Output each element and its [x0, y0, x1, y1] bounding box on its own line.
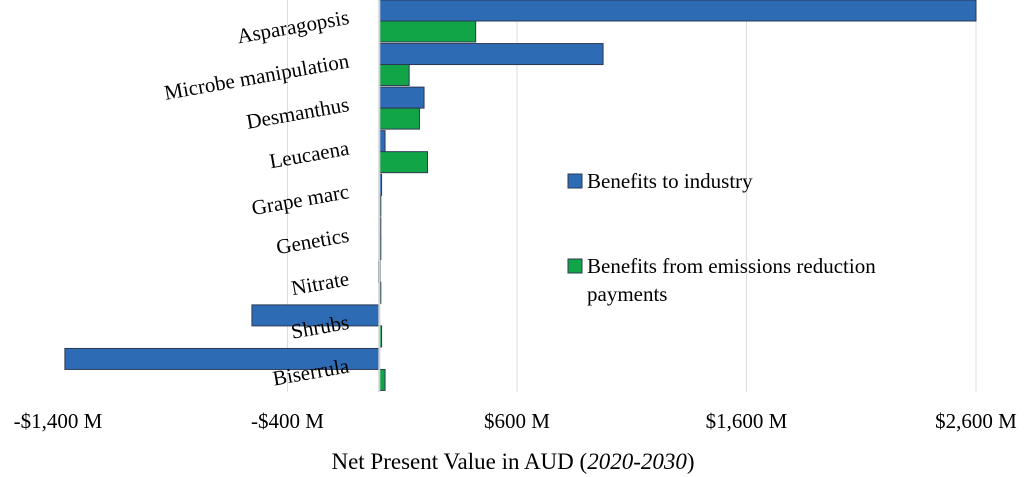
legend-label: Benefits from emissions reduction: [587, 254, 876, 278]
legend-label: payments: [587, 282, 667, 306]
category-label: Asparagopsis: [235, 5, 351, 48]
category-label: Grape marc: [250, 179, 351, 220]
industry-bar-microbe-manipulation: [378, 43, 604, 66]
emissions-bar-microbe-manipulation: [378, 64, 410, 87]
x-tick-label: $1,600 M: [706, 409, 788, 433]
industry-bar-desmanthus: [378, 86, 425, 109]
x-tick-label: $600 M: [484, 409, 550, 433]
gridlines: [287, 0, 977, 392]
category-label: Desmanthus: [244, 92, 350, 134]
x-axis-title: Net Present Value in AUD (2020-2030): [331, 449, 694, 474]
emissions-bar-leucaena: [378, 151, 428, 174]
legend-label: Benefits to industry: [587, 169, 753, 193]
legend: Benefits to industry Benefits from emissi…: [567, 169, 876, 306]
category-label: Nitrate: [289, 266, 351, 300]
category-label: Leucaena: [267, 136, 351, 174]
x-tick-label: -$1,400 M: [14, 409, 103, 433]
x-tick-labels: -$1,400 M -$400 M $600 M $1,600 M $2,600 M: [14, 409, 1017, 433]
industry-bar-asparagopsis: [378, 0, 977, 22]
x-tick-label: $2,600 M: [935, 409, 1017, 433]
legend-swatch: [567, 173, 583, 189]
x-tick-label: -$400 M: [251, 409, 324, 433]
legend-swatch: [567, 258, 583, 274]
category-label: Genetics: [274, 223, 351, 259]
emissions-bar-asparagopsis: [378, 20, 477, 43]
emissions-bar-desmanthus: [378, 107, 420, 130]
bars: [64, 0, 977, 391]
